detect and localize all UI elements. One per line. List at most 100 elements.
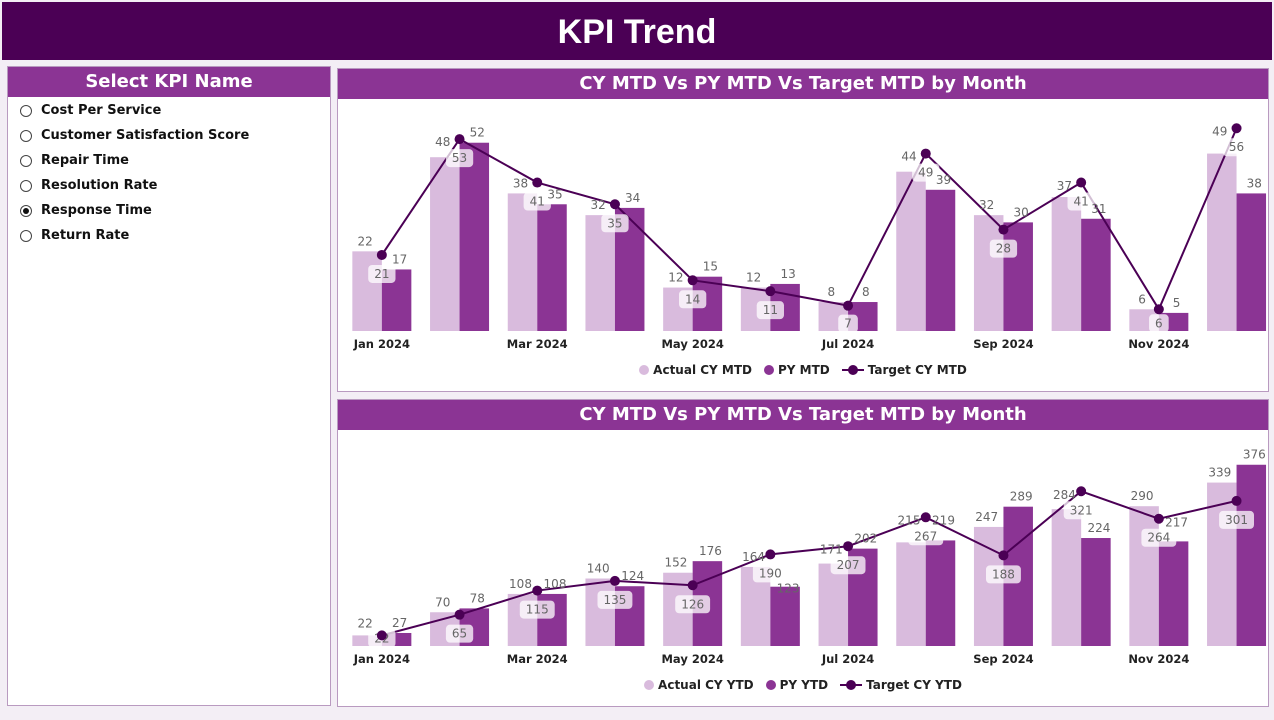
target-point[interactable]: [843, 300, 854, 311]
kpi-option-label: Cost Per Service: [41, 103, 162, 118]
kpi-option[interactable]: Cost Per Service: [8, 98, 330, 123]
bar-actual[interactable]: [973, 526, 1004, 646]
bar-py[interactable]: [1003, 222, 1033, 331]
bar-actual[interactable]: [352, 635, 382, 646]
radio-button[interactable]: [20, 154, 32, 167]
data-label-target: 21: [374, 267, 389, 281]
legend-item[interactable]: Target CY YTD: [840, 678, 962, 692]
target-point[interactable]: [765, 549, 776, 560]
data-label-target: 190: [759, 566, 782, 580]
target-line: [381, 490, 1237, 637]
data-label-actual: 44: [901, 150, 916, 164]
target-point[interactable]: [920, 512, 931, 523]
bar-py[interactable]: [925, 189, 956, 331]
bar-py[interactable]: [459, 142, 490, 331]
radio-button[interactable]: [20, 129, 32, 142]
bar-actual[interactable]: [507, 193, 538, 331]
target-point[interactable]: [1153, 304, 1164, 315]
kpi-option[interactable]: Customer Satisfaction Score: [8, 123, 330, 148]
target-point[interactable]: [532, 585, 543, 596]
data-label-actual: 152: [664, 556, 687, 570]
target-point[interactable]: [998, 224, 1009, 235]
target-point[interactable]: [376, 249, 387, 260]
data-label-target: 188: [992, 567, 1015, 581]
data-label-target: 301: [1225, 513, 1248, 527]
bar-actual[interactable]: [1051, 197, 1082, 331]
data-label-actual: 108: [509, 577, 532, 591]
data-label-py: 30: [1014, 205, 1029, 219]
target-point[interactable]: [609, 575, 620, 586]
target-point[interactable]: [998, 550, 1009, 561]
target-label-box: [679, 290, 707, 309]
target-point[interactable]: [609, 199, 620, 210]
kpi-option[interactable]: Repair Time: [8, 148, 330, 173]
data-label-target: 135: [603, 593, 626, 607]
bar-actual[interactable]: [352, 251, 382, 331]
radio-button[interactable]: [20, 204, 32, 217]
target-label-box: [912, 163, 940, 182]
data-label-py: 78: [470, 591, 485, 605]
data-label-actual: 339: [1208, 466, 1231, 480]
legend-item[interactable]: PY YTD: [765, 678, 828, 692]
target-point[interactable]: [454, 609, 465, 620]
legend-dot-icon: [764, 365, 775, 375]
bar-py[interactable]: [1081, 218, 1111, 331]
target-point[interactable]: [1231, 495, 1242, 506]
target-point[interactable]: [1076, 177, 1087, 188]
bar-actual[interactable]: [1129, 506, 1159, 646]
bar-actual[interactable]: [1207, 482, 1237, 646]
data-label-actual: 290: [1131, 489, 1154, 503]
data-label-target: 264: [1147, 531, 1170, 545]
target-label-box: [1222, 138, 1251, 157]
data-label-py: 176: [699, 544, 722, 558]
bar-actual[interactable]: [1207, 153, 1237, 331]
target-point[interactable]: [376, 630, 387, 641]
bar-actual[interactable]: [585, 215, 615, 331]
legend-item[interactable]: Actual CY MTD: [639, 363, 752, 377]
bar-py[interactable]: [1236, 464, 1267, 646]
target-label-box: [1141, 528, 1177, 547]
bar-py[interactable]: [537, 204, 567, 331]
target-point[interactable]: [454, 134, 465, 145]
target-label-box: [985, 565, 1021, 584]
data-label-actual: 247: [975, 510, 998, 524]
target-label-box: [989, 239, 1018, 258]
target-point[interactable]: [920, 148, 931, 159]
kpi-option[interactable]: Response Time: [8, 198, 330, 223]
target-point[interactable]: [765, 286, 776, 297]
mtd-chart: Jan 2024 Mar 2024 May 2024 Jul 2024 Sep 2024…: [352, 123, 1267, 351]
kpi-option[interactable]: Resolution Rate: [8, 173, 330, 198]
bar-actual[interactable]: [818, 563, 849, 646]
target-point[interactable]: [843, 541, 854, 552]
radio-button[interactable]: [20, 104, 32, 117]
bar-actual[interactable]: [896, 171, 926, 331]
bar-py[interactable]: [1158, 541, 1189, 646]
kpi-option[interactable]: Return Rate: [8, 223, 330, 248]
legend-item[interactable]: PY MTD: [764, 363, 830, 377]
bar-py[interactable]: [1081, 538, 1111, 646]
bar-actual[interactable]: [896, 542, 926, 646]
target-point[interactable]: [1231, 123, 1242, 134]
radio-button[interactable]: [20, 179, 32, 192]
data-label-py: 219: [932, 513, 955, 527]
target-point[interactable]: [532, 177, 543, 188]
bar-actual[interactable]: [1051, 509, 1082, 646]
chart-title: CY MTD Vs PY MTD Vs Target MTD by Month: [338, 69, 1268, 99]
target-point[interactable]: [687, 275, 698, 286]
bar-py[interactable]: [770, 586, 800, 646]
bar-actual[interactable]: [973, 215, 1004, 331]
x-tick-label: Nov 2024: [1128, 337, 1189, 351]
target-point[interactable]: [687, 580, 698, 591]
bar-actual[interactable]: [430, 157, 460, 331]
data-label-target: 267: [914, 529, 937, 543]
kpi-slicer: Select KPI Name Cost Per Service Customer…: [7, 66, 331, 706]
bar-py[interactable]: [925, 540, 956, 646]
bar-py[interactable]: [1236, 193, 1267, 331]
legend-item[interactable]: Target CY MTD: [841, 363, 967, 377]
target-point[interactable]: [1076, 486, 1087, 497]
data-label-target: 126: [681, 597, 704, 611]
radio-button[interactable]: [20, 229, 32, 242]
legend-item[interactable]: Actual CY YTD: [644, 678, 754, 692]
target-point[interactable]: [1153, 513, 1164, 524]
bar-actual[interactable]: [585, 578, 615, 646]
